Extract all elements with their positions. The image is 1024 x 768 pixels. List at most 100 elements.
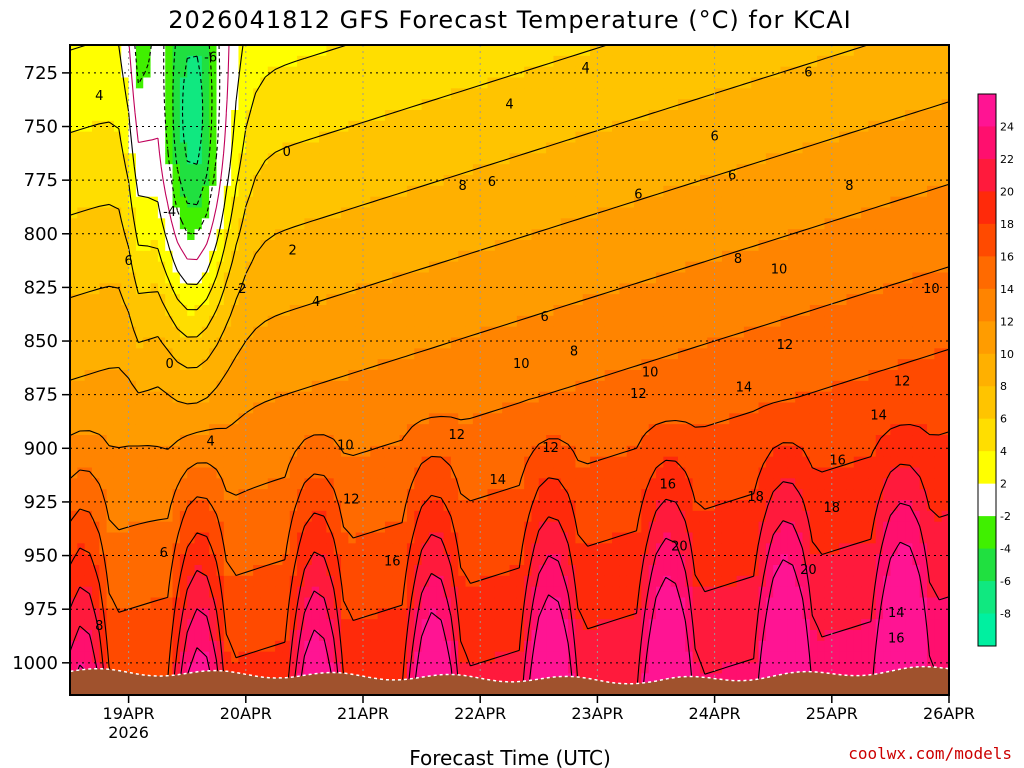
temp-cell [157,478,166,490]
temp-cell [619,175,628,187]
temp-cell [582,413,591,425]
temp-cell [275,456,284,469]
temp-cell [216,554,225,566]
temp-cell [282,196,291,209]
temp-cell [384,445,393,458]
temp-cell [165,391,174,404]
temp-cell [253,402,262,414]
temp-cell [443,413,452,425]
temp-cell [223,207,232,219]
temp-cell [590,315,598,328]
temp-cell [150,619,159,631]
temp-cell [99,110,108,122]
temp-cell [209,77,218,89]
temp-cell [282,370,291,382]
temp-cell [84,294,93,306]
temp-cell [626,640,635,653]
temp-cell [450,521,459,534]
temp-cell [319,88,327,100]
temp-cell [626,185,635,198]
temp-cell [472,207,481,219]
temp-cell [670,66,679,79]
temp-cell [626,153,635,165]
temp-cell [546,348,555,360]
temp-cell [538,88,547,100]
temp-cell [113,240,122,252]
temp-cell [406,467,415,479]
temp-cell [516,640,525,653]
temp-cell [538,55,547,68]
temp-cell [538,348,547,360]
temp-cell [612,500,620,512]
temp-cell [135,597,144,609]
temp-cell [656,456,664,469]
temp-cell [641,261,650,274]
temp-cell [165,175,174,187]
temp-cell [260,597,269,609]
temp-cell [428,250,437,263]
temp-cell [363,305,371,317]
temp-cell [538,283,547,295]
temp-cell [113,45,122,57]
temp-cell [450,153,459,165]
temp-cell [179,662,188,674]
temp-cell [524,45,533,57]
temp-cell [443,153,452,165]
temp-cell [590,435,598,447]
temp-cell [238,272,247,284]
temp-cell [319,435,327,447]
temp-cell [538,153,547,165]
temp-cell [663,521,672,534]
temp-cell [406,337,415,349]
temp-cell [231,586,240,599]
temp-cell [77,164,86,176]
temp-cell [582,521,591,534]
temp-cell [392,142,401,154]
temp-cell [319,45,327,57]
temp-cell [524,565,533,577]
temp-cell [179,565,188,577]
temp-cell [626,229,635,241]
temp-cell [91,77,100,89]
temp-cell [392,326,401,339]
temp-cell [172,153,181,165]
temp-cell [157,413,166,425]
temp-cell [77,359,86,371]
temp-cell [333,391,342,404]
temp-cell [553,131,562,144]
temp-cell [194,110,203,122]
temp-cell [99,196,108,209]
temp-cell [421,370,430,382]
temp-cell [656,229,664,241]
temp-cell [216,66,225,79]
temp-cell [582,445,591,458]
temp-cell [341,640,349,653]
temp-cell [516,380,525,393]
temp-cell [494,55,503,68]
temp-cell [260,240,269,252]
temp-cell [253,489,262,501]
temp-cell [575,445,584,458]
temp-cell [648,554,657,566]
temp-cell [201,142,210,154]
temp-cell [634,662,642,674]
temp-cell [406,445,415,458]
temp-cell [99,402,108,414]
temp-cell [99,131,108,144]
temp-cell [157,99,166,111]
temp-cell [553,283,562,295]
temp-cell [355,543,364,555]
temp-cell [363,185,371,198]
temp-cell [553,110,562,122]
temp-cell [472,543,481,555]
temp-cell [267,175,276,187]
temp-cell [289,619,298,631]
temp-cell [187,218,196,230]
temp-cell [128,554,137,566]
temp-cell [194,337,203,349]
temp-cell [253,510,262,523]
temp-cell [399,608,408,620]
temp-cell [260,229,269,241]
temp-cell [363,640,371,653]
temp-cell [406,120,415,133]
